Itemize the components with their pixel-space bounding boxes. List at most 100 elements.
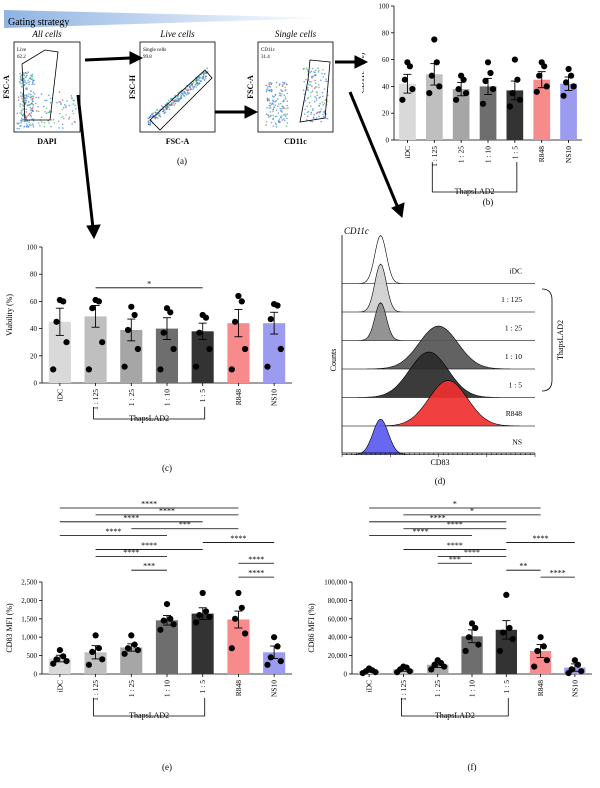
hist-track-label: 1 : 5 xyxy=(509,381,523,390)
data-point xyxy=(53,656,60,663)
gating-ylabel: FSC-A xyxy=(2,75,11,99)
x-tick-label: NS10 xyxy=(270,389,279,406)
data-point xyxy=(436,83,443,90)
hist-track-label: 1 : 10 xyxy=(505,352,522,361)
data-point xyxy=(163,601,171,608)
data-point xyxy=(232,318,239,325)
x-tick-label: 1 : 10 xyxy=(468,680,477,697)
bar xyxy=(392,669,415,674)
y-tick-label: 60 xyxy=(30,298,38,306)
data-point xyxy=(506,624,513,632)
hist-group-bracket xyxy=(541,288,553,392)
data-point xyxy=(514,76,521,83)
gating-plot: Live cells Single cells 99.8 FSC-H FSC-A xyxy=(128,29,216,146)
x-tick-label: 1 : 125 xyxy=(399,680,408,701)
significance-label: **** xyxy=(159,506,175,515)
significance-label: *** xyxy=(179,520,191,529)
hist-curve xyxy=(342,418,535,455)
y-tick-label: 20,000 xyxy=(328,652,348,660)
data-point xyxy=(400,663,407,670)
data-point xyxy=(160,329,167,336)
significance-label: **** xyxy=(248,569,264,578)
significance-label: ** xyxy=(519,562,527,571)
gating-gate-name: CD11c xyxy=(261,48,276,53)
significance-label: **** xyxy=(230,534,246,543)
bar xyxy=(533,79,551,140)
data-point xyxy=(121,363,128,370)
gating-plot: Single cells CD11c 31.4 FSC-A CD11c xyxy=(246,29,334,146)
y-tick-label: 60,000 xyxy=(328,615,348,623)
hist-curve xyxy=(342,351,535,398)
x-tick-label: iDC xyxy=(365,680,374,693)
panel-label: (e) xyxy=(162,762,172,772)
hist-ylabel: Counts xyxy=(329,349,338,372)
bar xyxy=(191,331,214,383)
data-point xyxy=(92,296,99,304)
hist-track: R848 xyxy=(342,380,535,427)
significance-label: **** xyxy=(141,500,157,509)
bar xyxy=(155,620,178,674)
hist-track-label: iDC xyxy=(509,267,522,276)
data-point xyxy=(509,635,516,643)
hist-track: iDC xyxy=(342,235,535,284)
data-point xyxy=(228,645,235,652)
panel-label: (f) xyxy=(468,762,477,772)
data-point xyxy=(509,90,516,97)
group-bracket xyxy=(401,698,509,717)
data-point xyxy=(496,647,503,655)
data-point xyxy=(399,96,406,103)
y-tick-label: 60 xyxy=(382,56,390,64)
x-tick-label: NS10 xyxy=(570,680,579,697)
data-point xyxy=(434,657,441,664)
chart-cd83-mfi: 0 500 1,000 1,500 2,000 2,500 CD83 MFI (%) iDC 1… xyxy=(5,500,292,772)
data-point xyxy=(60,653,67,660)
data-point xyxy=(574,661,582,668)
bar xyxy=(560,83,577,140)
data-point xyxy=(274,643,281,650)
data-point xyxy=(506,103,513,110)
data-point xyxy=(196,329,203,336)
hist-track-label: 1 : 25 xyxy=(505,324,522,333)
hist-group-label: ThapsLAD2 xyxy=(556,320,565,360)
y-tick-label: 2,500 xyxy=(21,579,37,587)
data-point xyxy=(50,366,57,373)
y-tick-label: 0 xyxy=(344,671,348,679)
x-axis-label: ThapsLAD2 xyxy=(455,187,495,196)
significance-label: **** xyxy=(105,527,121,536)
x-tick-label: 1 : 125 xyxy=(91,389,100,410)
hist-track-label: NS xyxy=(512,438,522,447)
data-point xyxy=(565,65,572,73)
significance-label: * xyxy=(147,279,151,288)
chart-cd86-mfi: 0 20,000 40,000 60,000 80,000 100,000 CD86 MFI… xyxy=(307,500,592,772)
data-point xyxy=(570,83,577,90)
hist-xlabel: CD83 xyxy=(430,458,449,467)
data-point xyxy=(511,56,518,63)
data-point xyxy=(53,318,60,325)
data-point xyxy=(482,77,489,85)
data-point xyxy=(85,661,92,668)
gating-gate xyxy=(149,69,213,131)
gating-xlabel: DAPI xyxy=(37,137,57,146)
data-point xyxy=(463,90,470,97)
bar xyxy=(479,86,497,140)
y-tick-label: 20 xyxy=(30,352,38,360)
data-point xyxy=(433,59,440,66)
gating-arrows xyxy=(84,51,369,119)
x-tick-label: 1 : 25 xyxy=(433,680,442,697)
data-point xyxy=(131,311,138,319)
hist-track: 1 : 125 xyxy=(342,263,535,313)
data-point xyxy=(540,643,547,650)
data-point xyxy=(89,305,96,312)
y-tick-label: 0 xyxy=(386,137,390,145)
data-point xyxy=(453,96,460,103)
x-tick-label: 1 : 5 xyxy=(502,680,511,694)
data-point xyxy=(242,345,249,353)
data-point xyxy=(242,630,249,637)
significance-label: **** xyxy=(123,513,139,522)
data-point xyxy=(206,345,213,353)
significance-label: *** xyxy=(143,562,155,571)
bar xyxy=(506,90,524,140)
x-tick-label: iDC xyxy=(403,146,412,159)
group-bracket xyxy=(431,162,518,193)
data-point xyxy=(89,648,96,655)
